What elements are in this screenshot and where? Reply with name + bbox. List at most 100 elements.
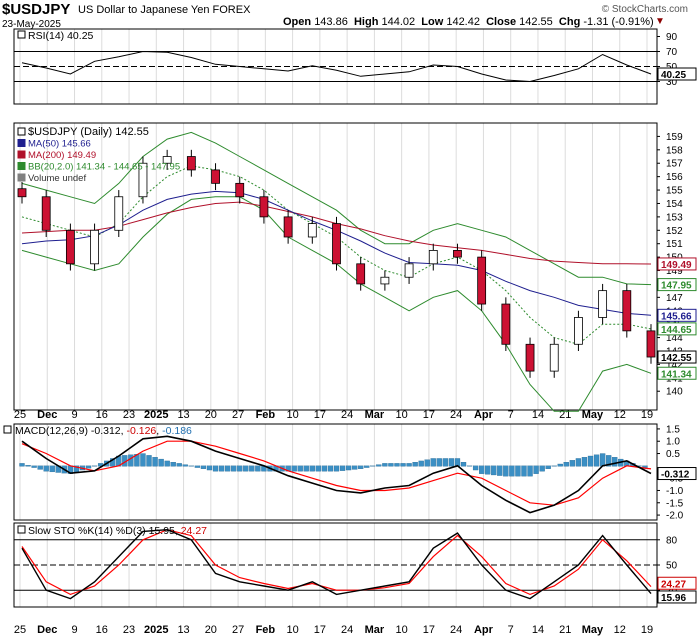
candle-body	[17, 188, 27, 198]
x-tick-label: Feb	[256, 624, 276, 636]
chg-label: Chg	[558, 16, 581, 28]
x-tick-label: 2025	[144, 409, 168, 421]
macd-histogram-bar	[545, 465, 551, 469]
macd-tick-label: -2.0	[666, 511, 684, 522]
sto-title-part: Slow STO %K(14) %D(3)	[28, 525, 149, 537]
macd-histogram-bar	[224, 465, 231, 472]
macd-histogram-bar	[212, 465, 219, 472]
macd-tick-label: 1.5	[666, 424, 680, 435]
macd-histogram-bar	[430, 458, 436, 467]
sto-d-line	[21, 529, 652, 596]
chart-menu-arrow-icon[interactable]: ▼	[655, 16, 665, 27]
candle-body	[646, 330, 656, 358]
x-tick-label: 24	[450, 624, 462, 636]
rsi-title: RSI(14) 40.25	[28, 30, 94, 42]
price-legend-label: Volume undef	[28, 173, 86, 184]
macd-title: MACD(12,26,9) -0.312, -0.126, -0.186	[15, 425, 192, 437]
high-label: High	[353, 16, 379, 28]
symbol-title: $USDJPY	[2, 1, 71, 18]
macd-histogram-bar	[497, 465, 503, 476]
macd-histogram-bar	[515, 465, 521, 477]
macd-histogram-bar	[303, 465, 309, 472]
low-value: 142.42	[446, 16, 480, 28]
macd-histogram-bar	[140, 453, 146, 467]
macd-histogram-bar	[539, 465, 545, 472]
sto-legend-icon	[17, 525, 26, 534]
quote-summary: Open 143.86 High 144.02 Low 142.42 Close…	[283, 16, 654, 28]
candle-body	[138, 162, 148, 198]
sto-title-part: 15.95	[149, 525, 175, 537]
price-value-flag: 147.95	[661, 281, 692, 292]
macd-histogram-bar	[412, 462, 418, 467]
rsi-panel	[13, 28, 658, 105]
macd-histogram-bar	[182, 464, 188, 467]
candle-body	[332, 223, 341, 265]
sto-k-line	[21, 528, 652, 600]
candle-body	[259, 196, 269, 218]
macd-histogram-bar	[25, 465, 31, 467]
price-legend-swatch	[17, 139, 26, 147]
candle-body	[186, 156, 196, 171]
price-value-flag-box	[657, 322, 697, 336]
rsi-last-value-box	[657, 67, 697, 81]
price-tick-label: 151	[666, 239, 683, 250]
x-tick-label: 17	[314, 624, 326, 636]
sto-title-part: 24.27	[181, 525, 207, 537]
price-tick-label: 159	[666, 132, 683, 143]
macd-histogram-bar	[110, 458, 116, 467]
price-legend-swatch	[17, 173, 26, 182]
macd-title-part: -0.126	[126, 425, 156, 437]
symbol-description: US Dollar to Japanese Yen FOREX	[78, 4, 251, 16]
rsi-tick-label: 30	[666, 77, 678, 88]
macd-histogram-bar	[485, 465, 491, 475]
x-tick-label: 25	[14, 409, 26, 421]
price-legend-label: MA(200) 149.49	[28, 150, 96, 161]
macd-histogram-bar	[394, 463, 400, 467]
candle-body	[162, 156, 172, 164]
macd-title-part: ,	[156, 425, 162, 437]
macd-histogram-bar	[339, 465, 346, 471]
close-value: 142.55	[519, 16, 553, 28]
macd-histogram-bar	[479, 465, 485, 474]
x-tick-label: 9	[71, 409, 77, 421]
price-tick-label: 152	[666, 226, 683, 237]
macd-last-value-box	[657, 467, 697, 481]
sto-d-value-box	[657, 576, 697, 590]
macd-histogram-bar	[521, 465, 527, 477]
macd-histogram-bar	[587, 455, 594, 467]
candle-body	[41, 196, 51, 231]
macd-histogram-bar	[231, 465, 237, 472]
macd-histogram-bar	[460, 462, 467, 467]
price-value-flag: 149.49	[661, 260, 692, 271]
x-tick-label: 17	[423, 409, 435, 421]
candle-body	[307, 223, 317, 238]
x-tick-label: Dec	[37, 624, 57, 636]
macd-histogram-bar	[400, 463, 406, 467]
candle-body	[428, 250, 438, 265]
macd-histogram-bar	[345, 465, 352, 471]
macd-histogram-bar	[19, 463, 25, 467]
price-value-flag-box	[657, 350, 697, 364]
x-tick-label: 16	[96, 624, 108, 636]
macd-histogram-bar	[442, 458, 449, 467]
macd-histogram-bar	[575, 458, 582, 467]
macd-histogram-bar	[206, 465, 213, 471]
x-tick-label: 23	[123, 624, 135, 636]
candle-body	[283, 216, 293, 238]
macd-histogram-bar	[527, 465, 533, 477]
macd-histogram-bar	[85, 465, 92, 469]
macd-histogram-bar	[321, 465, 328, 472]
x-tick-label: 24	[341, 624, 353, 636]
macd-histogram-bar	[436, 458, 442, 467]
macd-histogram-bar	[170, 462, 176, 467]
x-tick-label: 14	[532, 409, 544, 421]
x-tick-label: 14	[532, 624, 544, 636]
x-tick-label: 20	[205, 624, 217, 636]
macd-histogram-bar	[509, 465, 515, 477]
sto-tick-label: 50	[666, 561, 678, 572]
price-value-flag-box	[657, 257, 697, 271]
x-tick-label: 19	[641, 624, 653, 636]
price-value-flag: 141.34	[661, 369, 692, 380]
macd-histogram-bar	[418, 460, 424, 467]
candle-body	[501, 303, 511, 345]
